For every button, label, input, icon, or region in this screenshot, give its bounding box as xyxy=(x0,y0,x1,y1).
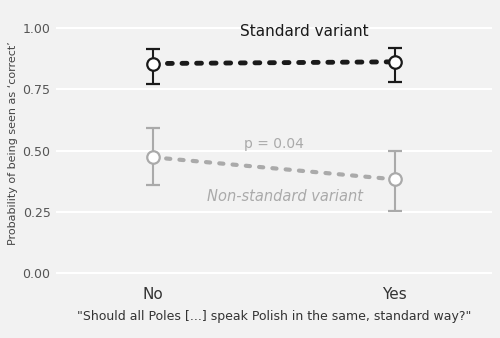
Text: Non-standard variant: Non-standard variant xyxy=(208,189,364,204)
X-axis label: "Should all Poles [...] speak Polish in the same, standard way?": "Should all Poles [...] speak Polish in … xyxy=(76,310,471,323)
Text: p = 0.04: p = 0.04 xyxy=(244,137,304,151)
Y-axis label: Probability of being seen as ‘correct’: Probability of being seen as ‘correct’ xyxy=(8,42,18,245)
Text: Standard variant: Standard variant xyxy=(240,24,368,39)
